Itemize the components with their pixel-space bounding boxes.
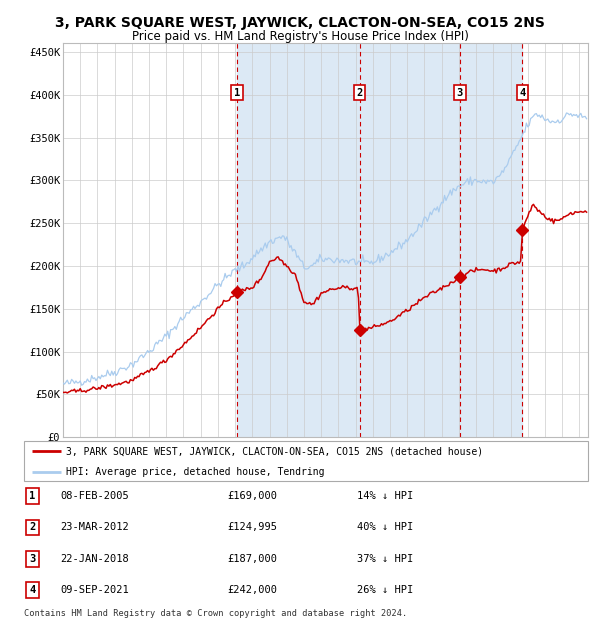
Text: £124,995: £124,995 — [227, 523, 277, 533]
Text: 23-MAR-2012: 23-MAR-2012 — [61, 523, 130, 533]
Text: 08-FEB-2005: 08-FEB-2005 — [61, 491, 130, 501]
Bar — [237, 43, 523, 437]
Text: £242,000: £242,000 — [227, 585, 277, 595]
Text: Contains HM Land Registry data © Crown copyright and database right 2024.: Contains HM Land Registry data © Crown c… — [24, 609, 407, 618]
Text: 37% ↓ HPI: 37% ↓ HPI — [357, 554, 413, 564]
Text: 2: 2 — [356, 87, 363, 97]
Text: 09-SEP-2021: 09-SEP-2021 — [61, 585, 130, 595]
Text: 1: 1 — [234, 87, 240, 97]
Text: 26% ↓ HPI: 26% ↓ HPI — [357, 585, 413, 595]
Text: 1: 1 — [29, 491, 35, 501]
FancyBboxPatch shape — [24, 441, 588, 481]
Text: £169,000: £169,000 — [227, 491, 277, 501]
Text: 3: 3 — [457, 87, 463, 97]
Text: 3: 3 — [29, 554, 35, 564]
Text: Price paid vs. HM Land Registry's House Price Index (HPI): Price paid vs. HM Land Registry's House … — [131, 30, 469, 43]
Text: 2: 2 — [29, 523, 35, 533]
Text: HPI: Average price, detached house, Tendring: HPI: Average price, detached house, Tend… — [66, 467, 325, 477]
Text: 3, PARK SQUARE WEST, JAYWICK, CLACTON-ON-SEA, CO15 2NS (detached house): 3, PARK SQUARE WEST, JAYWICK, CLACTON-ON… — [66, 446, 484, 456]
Text: 4: 4 — [29, 585, 35, 595]
Text: 4: 4 — [519, 87, 526, 97]
Text: £187,000: £187,000 — [227, 554, 277, 564]
Text: 14% ↓ HPI: 14% ↓ HPI — [357, 491, 413, 501]
Text: 40% ↓ HPI: 40% ↓ HPI — [357, 523, 413, 533]
Text: 22-JAN-2018: 22-JAN-2018 — [61, 554, 130, 564]
Text: 3, PARK SQUARE WEST, JAYWICK, CLACTON-ON-SEA, CO15 2NS: 3, PARK SQUARE WEST, JAYWICK, CLACTON-ON… — [55, 16, 545, 30]
